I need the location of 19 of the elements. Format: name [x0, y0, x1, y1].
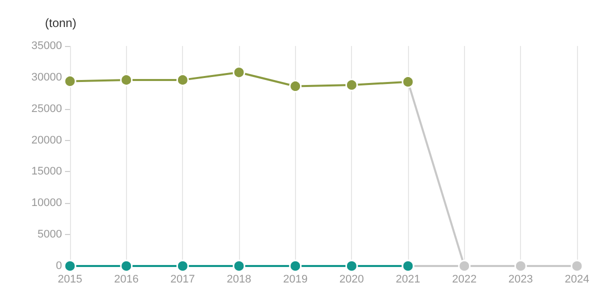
y-tick-label: 10000 [31, 197, 62, 210]
x-tick-label: 2020 [339, 274, 364, 286]
x-tick-label: 2023 [508, 274, 533, 286]
x-tick-label: 2019 [283, 274, 308, 286]
y-tick-label: 30000 [31, 71, 62, 84]
x-tick-label: 2024 [564, 274, 590, 286]
y-tick-label: 15000 [31, 166, 62, 178]
x-tick-label: 2018 [226, 274, 252, 286]
y-axis-title: (tonn) [45, 16, 76, 30]
y-tick-label: 35000 [31, 40, 62, 52]
x-tick-label: 2021 [396, 274, 420, 286]
y-tick-label: 5000 [38, 228, 62, 241]
y-tick-label: 25000 [31, 102, 62, 115]
x-tick-label: 2017 [170, 274, 195, 286]
x-tick-label: 2015 [58, 274, 82, 286]
y-tick-label: 20000 [31, 134, 62, 146]
y-tick-label: 0 [56, 260, 62, 272]
x-tick-label: 2016 [114, 274, 139, 286]
x-tick-label: 2022 [452, 274, 477, 286]
